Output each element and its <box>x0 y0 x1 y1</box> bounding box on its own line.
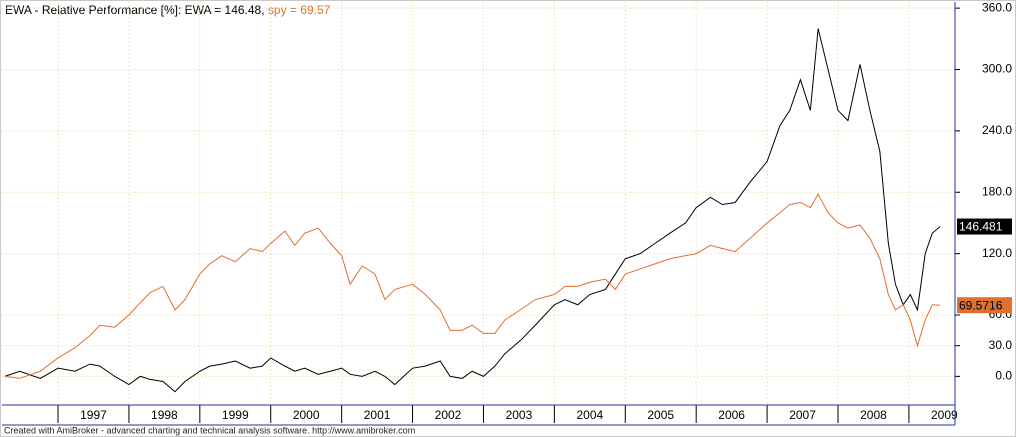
end-label: 69.5716 <box>959 298 1003 312</box>
title-text: EWA - Relative Performance [%]: <box>5 3 181 17</box>
legend-entry: EWA = 146.48, <box>185 3 265 17</box>
x-tick-label: 2009 <box>931 408 958 422</box>
x-tick-label: 2004 <box>576 408 603 422</box>
x-tick-label: 1999 <box>222 408 249 422</box>
x-tick-label: 2002 <box>435 408 462 422</box>
y-tick-label: 120.0 <box>982 246 1012 260</box>
series-line <box>4 28 941 393</box>
x-tick-label: 2001 <box>364 408 391 422</box>
x-tick-label: 2000 <box>293 408 320 422</box>
y-tick-label: 180.0 <box>982 184 1012 198</box>
y-tick-label: 30.0 <box>989 338 1013 352</box>
x-tick-label: 2005 <box>647 408 674 422</box>
end-label-box <box>957 297 1012 314</box>
x-tick-label: 2003 <box>506 408 533 422</box>
x-tick-label: 1997 <box>80 408 107 422</box>
y-tick-label: 0.0 <box>995 369 1012 383</box>
footer: Created with AmiBroker - advanced charti… <box>4 425 415 435</box>
x-tick-label: 2006 <box>718 408 745 422</box>
y-tick-label: 240.0 <box>982 123 1012 137</box>
end-label-box <box>957 218 1012 235</box>
legend-entry: spy = 69.57 <box>268 3 331 17</box>
x-tick-label: 2007 <box>789 408 816 422</box>
x-tick-label: 2008 <box>860 408 887 422</box>
x-tick-label: 1998 <box>151 408 178 422</box>
chart-title: EWA - Relative Performance [%]: EWA = 14… <box>5 3 331 17</box>
y-tick-label: 360.0 <box>982 0 1012 14</box>
end-label: 146.481 <box>959 220 1003 234</box>
y-tick-label: 300.0 <box>982 62 1012 76</box>
series-line <box>4 193 941 379</box>
